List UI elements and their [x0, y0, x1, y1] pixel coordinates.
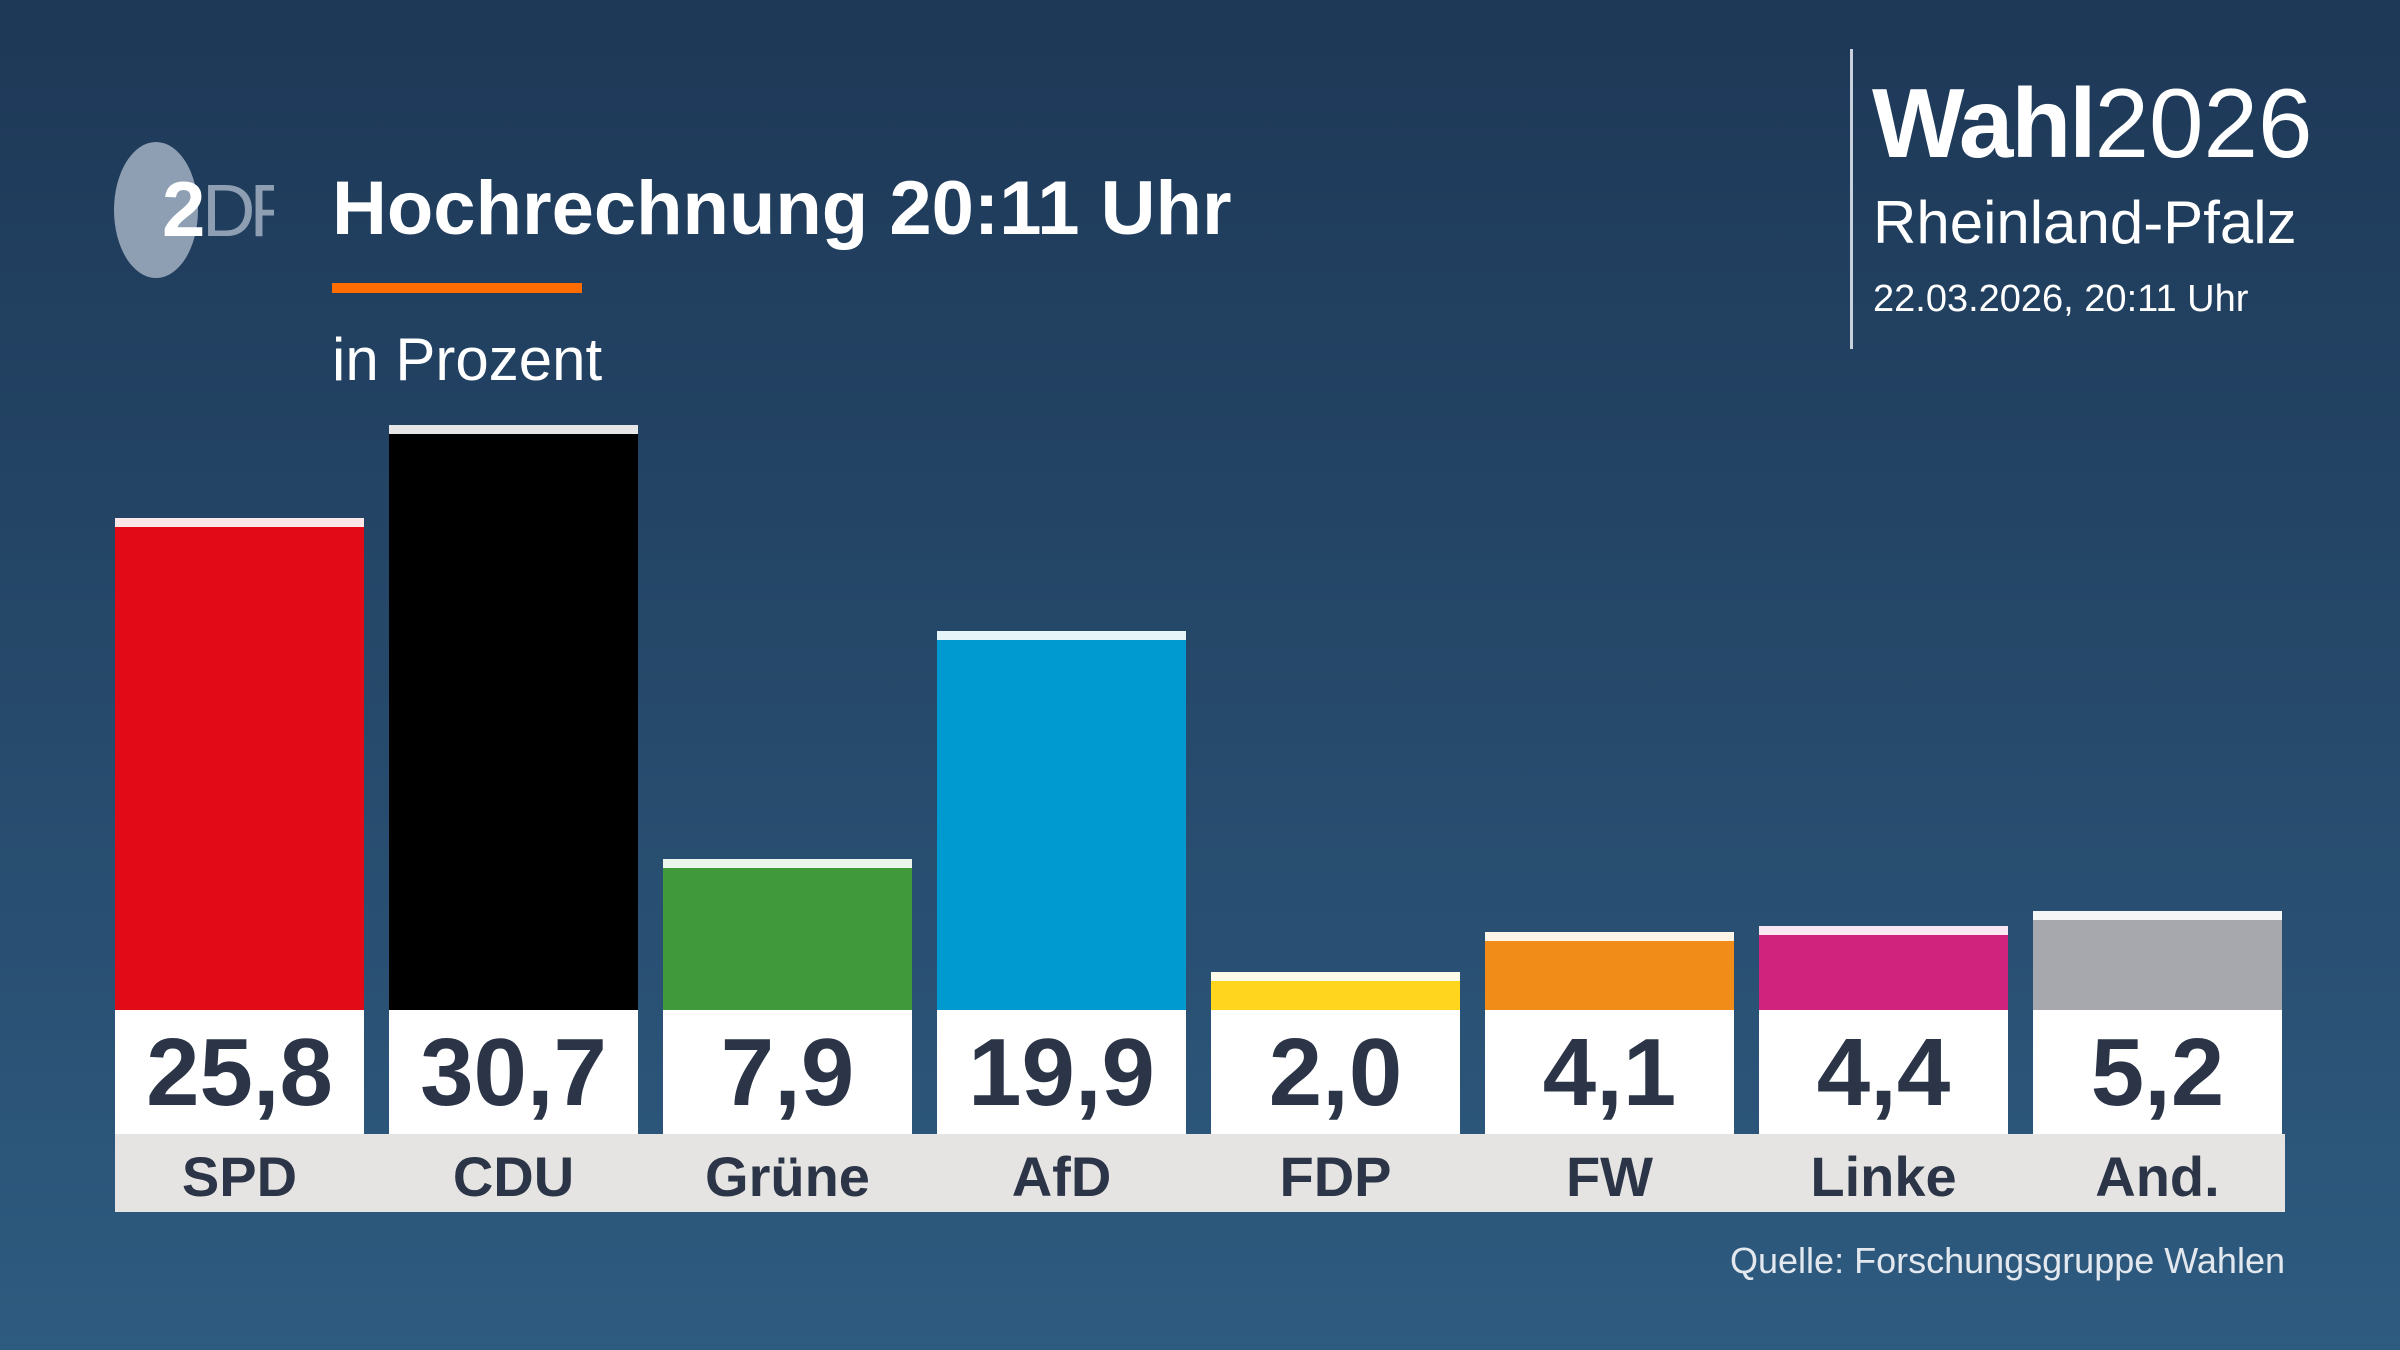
party-label: Grüne: [705, 1145, 870, 1208]
svg-text:DF: DF: [202, 169, 274, 252]
bar-cap: [1485, 931, 1734, 941]
party-label: And.: [2095, 1145, 2220, 1208]
bar-cap: [389, 425, 638, 434]
bar-cap: [1759, 926, 2008, 936]
bar-afd: [937, 630, 1186, 1010]
bar-cap: [663, 859, 912, 869]
party-label: FDP: [1279, 1145, 1392, 1208]
value-label: 19,9: [937, 1010, 1186, 1134]
wahl-brand: Wahl2026: [1872, 68, 2313, 178]
bar-linke: [1759, 926, 2008, 1010]
accent-underline: [332, 283, 582, 293]
brand-bold: Wahl: [1872, 68, 2096, 178]
bar-fdp: [1211, 971, 1460, 1010]
value-label: 2,0: [1211, 1010, 1460, 1134]
party-label: FW: [1565, 1145, 1654, 1208]
label-band: [115, 1134, 2285, 1212]
bar-cap: [115, 518, 364, 528]
bar-cap: [1211, 971, 1460, 981]
bar-grüne: [663, 859, 912, 1010]
value-label: 4,1: [1485, 1010, 1734, 1134]
brand-year: 2026: [2094, 68, 2313, 178]
region-name: Rheinland-Pfalz: [1873, 189, 2297, 256]
value-label: 5,2: [2033, 1010, 2282, 1134]
zdf-logo: 2 DF: [114, 142, 274, 278]
datetime: 22.03.2026, 20:11 Uhr: [1873, 278, 2249, 320]
value-label: 30,7: [389, 1010, 638, 1134]
bar-fw: [1485, 931, 1734, 1010]
svg-text:2: 2: [162, 165, 205, 253]
bar-cap: [937, 630, 1186, 640]
divider: [1850, 49, 1853, 349]
value-label: 7,9: [663, 1010, 912, 1134]
value-label: 4,4: [1759, 1010, 2008, 1134]
value-label: 25,8: [115, 1010, 364, 1134]
bar-spd: [115, 518, 364, 1010]
chart-title: Hochrechnung 20:11 Uhr: [332, 166, 1232, 251]
unit-subtitle: in Prozent: [332, 326, 603, 393]
party-label: CDU: [452, 1145, 575, 1208]
bar-and: [2033, 910, 2282, 1010]
source-note: Quelle: Forschungsgruppe Wahlen: [1730, 1240, 2285, 1281]
bar-cap: [2033, 910, 2282, 920]
party-label: SPD: [181, 1145, 298, 1208]
bar-cdu: [389, 425, 638, 1010]
party-label: AfD: [1011, 1145, 1112, 1208]
party-label: Linke: [1810, 1145, 1957, 1208]
